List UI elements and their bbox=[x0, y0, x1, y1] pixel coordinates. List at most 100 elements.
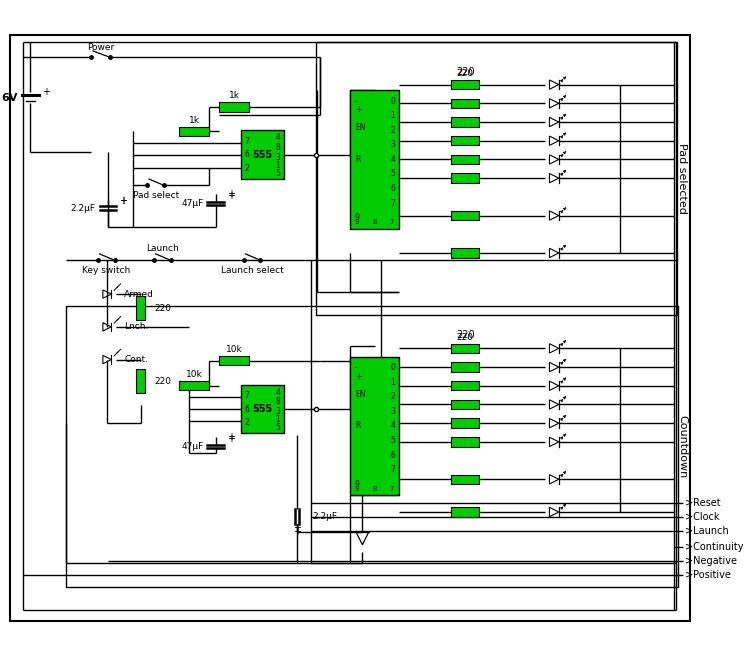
Text: 1: 1 bbox=[391, 378, 395, 387]
Text: +: + bbox=[42, 87, 50, 97]
Text: EN: EN bbox=[355, 123, 365, 132]
Text: -: - bbox=[355, 363, 358, 373]
Bar bbox=[241, 130, 283, 179]
Text: 220: 220 bbox=[457, 333, 474, 341]
Bar bbox=[452, 362, 479, 372]
Text: Pad selected: Pad selected bbox=[677, 143, 687, 214]
Bar bbox=[350, 90, 399, 228]
Bar bbox=[219, 103, 249, 112]
Text: Lnch.: Lnch. bbox=[124, 323, 149, 332]
Bar bbox=[452, 381, 479, 391]
Text: 9: 9 bbox=[355, 213, 360, 222]
Bar bbox=[136, 296, 145, 321]
Bar bbox=[452, 80, 479, 90]
Text: 8: 8 bbox=[372, 219, 376, 225]
Text: 7: 7 bbox=[391, 465, 395, 474]
Bar bbox=[452, 211, 479, 220]
Bar bbox=[452, 474, 479, 484]
Text: Key switch: Key switch bbox=[82, 266, 130, 275]
Bar bbox=[179, 381, 209, 391]
Text: +: + bbox=[227, 191, 235, 201]
Text: 220: 220 bbox=[456, 66, 475, 77]
Text: 47μF: 47μF bbox=[181, 199, 203, 208]
Text: Power: Power bbox=[87, 43, 114, 52]
Bar bbox=[452, 117, 479, 127]
Text: Countdown: Countdown bbox=[677, 415, 687, 478]
Text: 7: 7 bbox=[390, 219, 394, 225]
Text: +: + bbox=[355, 105, 362, 114]
Text: EN: EN bbox=[355, 389, 365, 398]
Bar bbox=[452, 136, 479, 145]
Text: 8: 8 bbox=[275, 143, 280, 152]
Text: 8: 8 bbox=[275, 397, 280, 406]
Text: 2.2μF: 2.2μF bbox=[71, 204, 96, 213]
Bar bbox=[179, 127, 209, 136]
Text: 5: 5 bbox=[275, 169, 280, 178]
Bar bbox=[136, 369, 145, 393]
Text: 3: 3 bbox=[275, 407, 280, 416]
Text: 1k: 1k bbox=[188, 116, 199, 125]
Text: +: + bbox=[293, 523, 301, 533]
Text: 10k: 10k bbox=[186, 370, 202, 379]
Text: Pad select: Pad select bbox=[132, 191, 179, 201]
Text: >Clock: >Clock bbox=[685, 511, 719, 522]
Text: 2: 2 bbox=[391, 393, 395, 401]
Text: 4: 4 bbox=[275, 133, 280, 142]
Text: 9: 9 bbox=[355, 480, 360, 489]
Bar bbox=[452, 437, 479, 447]
Bar bbox=[452, 154, 479, 164]
Text: 0: 0 bbox=[391, 97, 395, 106]
Text: 6: 6 bbox=[391, 184, 395, 193]
Text: 555: 555 bbox=[252, 150, 272, 160]
Bar bbox=[66, 306, 679, 587]
Text: 2.2μF: 2.2μF bbox=[312, 512, 337, 521]
Text: 7: 7 bbox=[390, 485, 394, 492]
Text: 6: 6 bbox=[245, 404, 249, 413]
Text: +: + bbox=[227, 432, 235, 442]
Text: 220: 220 bbox=[456, 330, 475, 340]
Text: 1k: 1k bbox=[228, 92, 240, 101]
Bar bbox=[452, 173, 479, 183]
Text: 3: 3 bbox=[391, 140, 395, 149]
Text: +: + bbox=[293, 526, 301, 537]
Text: 1: 1 bbox=[275, 161, 280, 170]
Text: R: R bbox=[355, 155, 360, 164]
Text: 555: 555 bbox=[252, 404, 272, 414]
Text: Cont.: Cont. bbox=[124, 355, 148, 364]
Bar bbox=[452, 400, 479, 409]
Text: 0: 0 bbox=[391, 363, 395, 373]
Text: 2: 2 bbox=[391, 126, 395, 135]
Text: Launch: Launch bbox=[146, 244, 179, 252]
Text: +: + bbox=[355, 372, 362, 381]
Text: 4: 4 bbox=[391, 155, 395, 164]
Text: 2: 2 bbox=[245, 418, 249, 427]
Bar bbox=[350, 357, 399, 495]
Text: 7: 7 bbox=[391, 199, 395, 208]
Text: 5: 5 bbox=[275, 423, 280, 432]
Text: >Negative: >Negative bbox=[685, 556, 737, 566]
Bar bbox=[452, 508, 479, 517]
Text: R: R bbox=[355, 421, 360, 430]
Text: +: + bbox=[227, 434, 235, 444]
Text: 220: 220 bbox=[457, 69, 474, 78]
Text: 4: 4 bbox=[391, 421, 395, 430]
Text: 6V: 6V bbox=[1, 93, 17, 103]
Text: 10k: 10k bbox=[226, 345, 243, 354]
Text: Launch select: Launch select bbox=[221, 266, 283, 275]
Text: 9: 9 bbox=[355, 485, 359, 492]
Text: 9: 9 bbox=[355, 219, 359, 225]
Text: 1: 1 bbox=[391, 112, 395, 120]
Text: 5: 5 bbox=[391, 169, 395, 178]
Text: >Continuity: >Continuity bbox=[685, 542, 743, 552]
Text: 47μF: 47μF bbox=[181, 442, 203, 451]
Text: 3: 3 bbox=[275, 153, 280, 162]
Text: 2: 2 bbox=[245, 164, 249, 173]
Text: >Reset: >Reset bbox=[685, 498, 721, 508]
Text: 220: 220 bbox=[155, 376, 172, 386]
Text: Armed: Armed bbox=[124, 289, 154, 299]
Bar bbox=[452, 344, 479, 353]
Bar bbox=[315, 42, 676, 315]
Text: 7: 7 bbox=[245, 391, 249, 400]
Text: 6: 6 bbox=[245, 151, 249, 159]
Text: 5: 5 bbox=[391, 436, 395, 445]
